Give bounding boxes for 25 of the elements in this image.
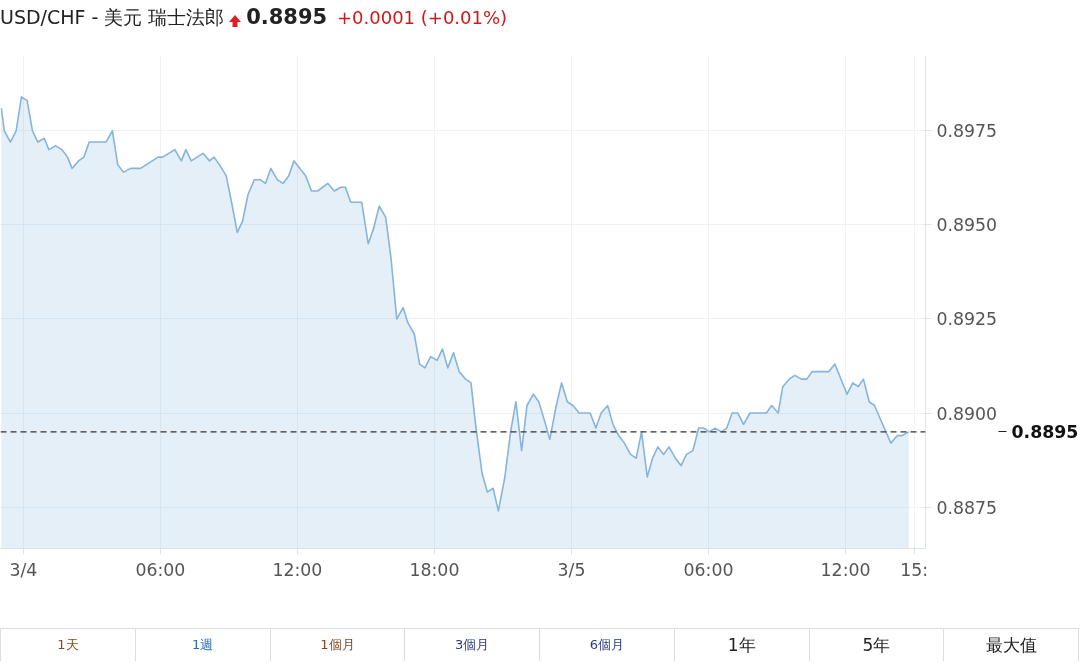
x-tick-label: 18:00 [409, 559, 460, 580]
y-tick-label: 0.8875 [936, 497, 998, 518]
x-tick-label: 12:00 [272, 559, 323, 580]
x-tick-label: 15: [900, 559, 929, 580]
y-tick-label: 0.8900 [936, 403, 998, 424]
text: 1天 [1, 629, 136, 661]
text: 最大值 [944, 629, 1079, 661]
x-tick-label: 06:00 [683, 559, 734, 580]
text: 1年 [674, 629, 810, 661]
text: 1個月 [270, 629, 406, 661]
y-tick-label: 0.8925 [936, 309, 998, 330]
text: 5年 [809, 629, 945, 661]
text: 1週 [135, 629, 271, 661]
chart-subtitle: 0.8895 [246, 5, 328, 29]
text: +0.0001 (+0.01%) [337, 7, 508, 28]
y-tick-label: 0.8950 [936, 215, 998, 236]
x-tick-label: 3/5 [557, 559, 586, 580]
x-tick-label: 3/4 [9, 559, 38, 580]
ref-line-label: 0.8895 [1011, 422, 1079, 443]
text: 3個月 [405, 629, 540, 661]
x-tick-label: 06:00 [135, 559, 186, 580]
x-tick-label: 12:00 [820, 559, 871, 580]
chart-title: USD/CHF - 美元 瑞士法郎 [0, 6, 225, 28]
y-tick-label: 0.8975 [936, 121, 998, 142]
text: 6個月 [540, 629, 675, 661]
